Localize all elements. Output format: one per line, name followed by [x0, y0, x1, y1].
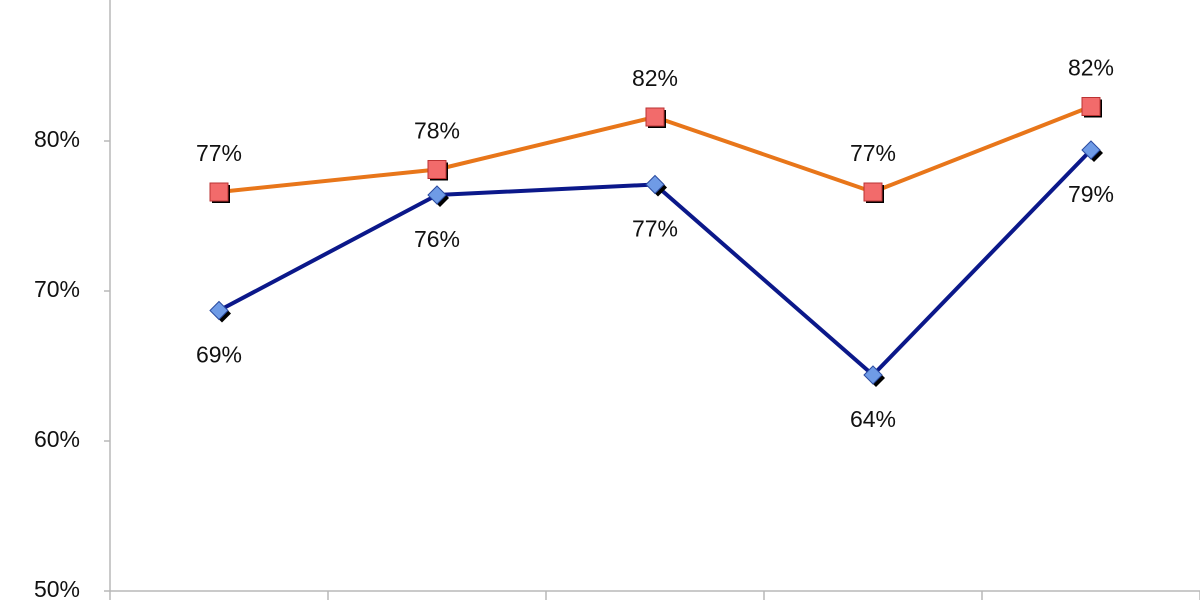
data-label: 69% — [196, 342, 242, 368]
data-label: 77% — [850, 140, 896, 166]
marker — [209, 300, 229, 321]
y-tick-label: 70% — [34, 276, 80, 302]
y-tick-label: 80% — [34, 126, 80, 152]
marker — [863, 365, 883, 385]
marker — [427, 185, 447, 205]
marker — [1081, 97, 1101, 116]
data-label: 77% — [196, 140, 242, 166]
y-tick-label: 90% — [34, 0, 80, 2]
marker — [863, 182, 883, 202]
marker — [645, 174, 665, 195]
marker — [427, 160, 447, 179]
data-label: 78% — [414, 118, 460, 144]
marker — [209, 182, 229, 202]
data-label: 77% — [632, 216, 678, 242]
data-label: 79% — [1068, 181, 1114, 207]
marker — [645, 107, 665, 127]
y-tick-label: 50% — [34, 576, 80, 600]
data-label: 64% — [850, 406, 896, 432]
data-label: 82% — [632, 65, 678, 91]
marker — [1081, 140, 1101, 160]
data-label: 76% — [414, 226, 460, 252]
data-label: 82% — [1068, 55, 1114, 81]
y-tick-label: 60% — [34, 426, 80, 452]
